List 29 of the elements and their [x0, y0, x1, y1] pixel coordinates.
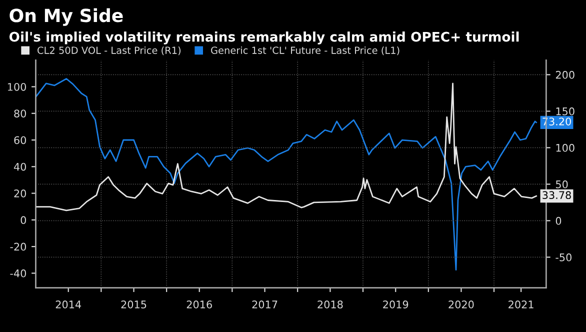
x-tick-label: 2017	[252, 300, 278, 308]
x-tick-label: 2018	[318, 300, 343, 308]
y-tick-label: -20	[10, 242, 26, 251]
chart-title: On My Side	[10, 8, 123, 26]
x-tick-label: 2021	[508, 300, 534, 308]
data-label: 33.78	[542, 191, 571, 200]
y2-tick-label: 0	[556, 216, 562, 225]
x-tick-label: 2020	[448, 300, 474, 308]
chart-subtitle: Oil's implied volatility remains remarkably calm amid OPEC+ turmoil	[9, 32, 519, 44]
y2-tick-label: 200	[556, 70, 574, 79]
y2-tick-label: 100	[556, 144, 574, 152]
y-tick-label: 20	[14, 190, 26, 198]
x-tick-label: 2014	[56, 300, 82, 308]
legend-label: CL2 50D VOL - Last Price (R1)	[38, 46, 181, 56]
y-tick-label: 0	[20, 216, 26, 224]
legend-label: Generic 1st 'CL' Future - Last Price (L1)	[211, 46, 400, 56]
x-tick-label: 2019	[383, 300, 408, 308]
y-tick-label: 60	[14, 136, 26, 144]
y2-tick-label: 50	[556, 180, 568, 188]
y2-tick-label: -50	[556, 253, 572, 262]
y2-tick-label: 150	[556, 107, 574, 116]
x-tick-label: 2016	[186, 300, 212, 308]
x-tick-label: 2015	[121, 300, 146, 308]
line-series	[36, 82, 537, 212]
y-tick-label: -40	[10, 269, 26, 278]
y-tick-label: 80	[14, 110, 26, 118]
y-tick-label: 40	[14, 162, 26, 171]
y-tick-label: 100	[8, 82, 26, 91]
line-series	[36, 78, 537, 271]
